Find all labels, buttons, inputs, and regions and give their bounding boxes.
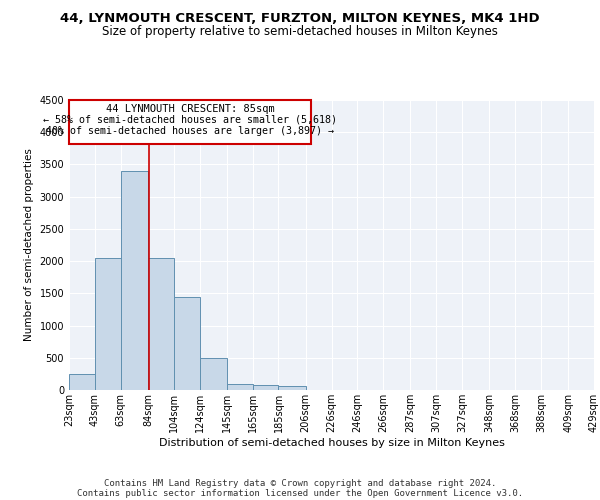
Text: 44 LYNMOUTH CRESCENT: 85sqm: 44 LYNMOUTH CRESCENT: 85sqm (106, 104, 274, 114)
Text: Size of property relative to semi-detached houses in Milton Keynes: Size of property relative to semi-detach… (102, 25, 498, 38)
X-axis label: Distribution of semi-detached houses by size in Milton Keynes: Distribution of semi-detached houses by … (158, 438, 505, 448)
Bar (200, 358, 227, 390)
Bar (278, 386, 305, 390)
Bar (174, 296, 200, 390)
Text: 40% of semi-detached houses are larger (3,897) →: 40% of semi-detached houses are larger (… (46, 126, 334, 136)
Bar (148, 258, 174, 390)
Bar (69, 100, 311, 144)
Bar (95, 258, 121, 390)
Bar (121, 171, 148, 390)
Y-axis label: Number of semi-detached properties: Number of semi-detached properties (24, 148, 34, 342)
Bar (227, 384, 253, 390)
Bar (253, 385, 278, 390)
Text: 44, LYNMOUTH CRESCENT, FURZTON, MILTON KEYNES, MK4 1HD: 44, LYNMOUTH CRESCENT, FURZTON, MILTON K… (60, 12, 540, 26)
Text: ← 58% of semi-detached houses are smaller (5,618): ← 58% of semi-detached houses are smalle… (43, 115, 337, 125)
Text: Contains public sector information licensed under the Open Government Licence v3: Contains public sector information licen… (77, 488, 523, 498)
Text: Contains HM Land Registry data © Crown copyright and database right 2024.: Contains HM Land Registry data © Crown c… (104, 478, 496, 488)
Bar (69, 374, 95, 390)
